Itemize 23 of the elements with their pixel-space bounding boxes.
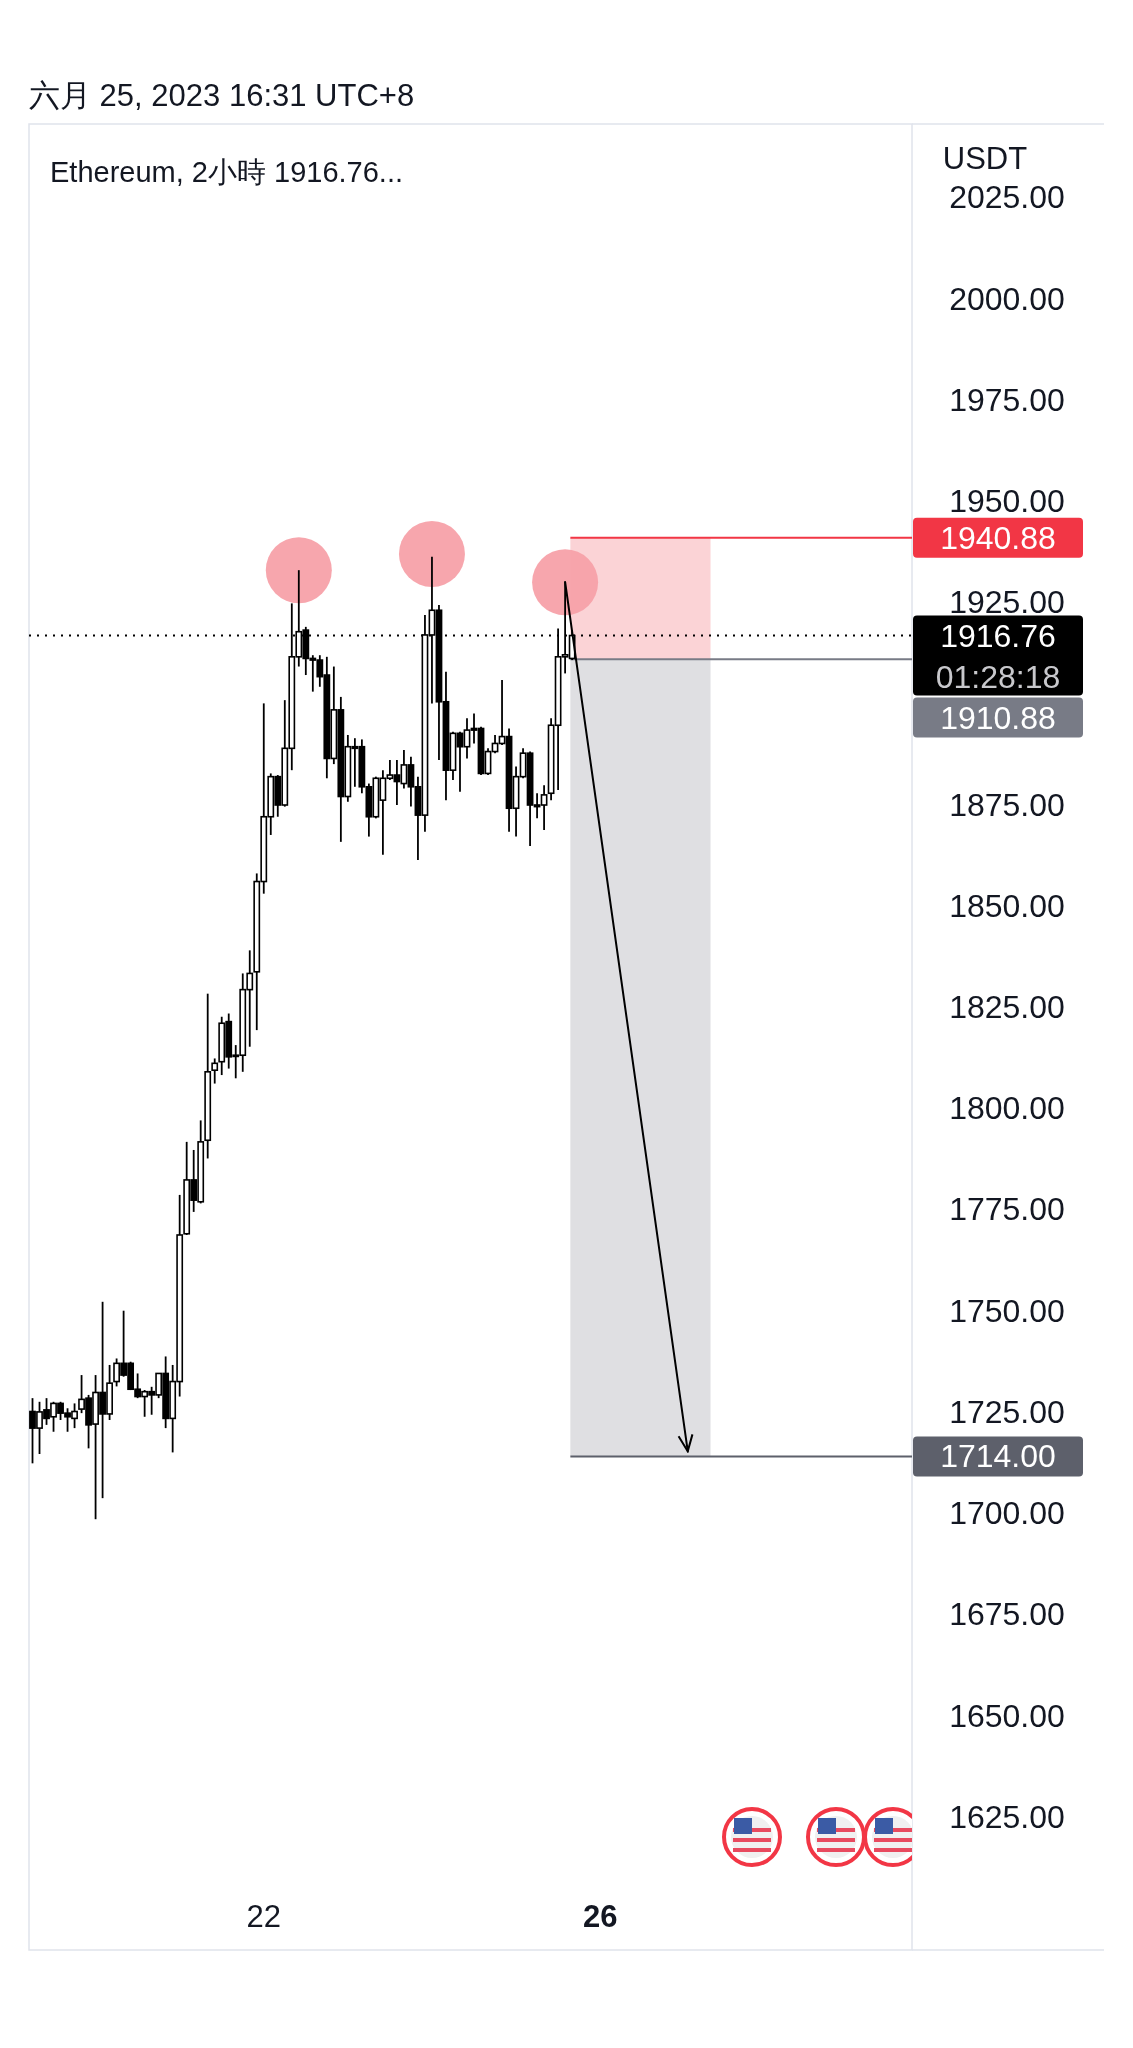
x-tick-label: 26 <box>582 1899 618 1934</box>
ref-line-label: 1714.00 <box>940 1438 1056 1475</box>
y-tick-label: 1650.00 <box>949 1697 1065 1734</box>
x-tick-label: 22 <box>246 1899 282 1934</box>
y-tick-label: 1875.00 <box>949 786 1065 823</box>
ref-line-label: 1940.88 <box>940 519 1056 556</box>
y-tick-label: 1775.00 <box>949 1191 1065 1228</box>
y-tick-label: 2025.00 <box>949 179 1065 216</box>
y-tick-label: 1625.00 <box>949 1798 1065 1835</box>
y-tick-label: 1825.00 <box>949 989 1065 1026</box>
y-axis-title: USDT <box>942 141 1028 176</box>
y-tick-label: 2000.00 <box>949 280 1065 317</box>
y-tick-label: 1950.00 <box>949 482 1065 519</box>
text: Ethereum, 2小時 1916.76... <box>50 156 404 188</box>
y-tick-label: 1850.00 <box>949 887 1065 924</box>
y-tick-label: 1750.00 <box>949 1292 1065 1329</box>
y-tick-label: 1975.00 <box>949 381 1065 418</box>
y-tick-label: 1725.00 <box>949 1393 1065 1430</box>
y-tick-label: 1675.00 <box>949 1596 1065 1633</box>
chart-subtitle: 六月 25, 2023 16:31 UTC+8 <box>29 78 415 113</box>
y-tick-label: 1800.00 <box>949 1090 1065 1127</box>
y-tick-label: 1700.00 <box>949 1495 1065 1532</box>
ref-line-label: 1910.88 <box>940 699 1056 736</box>
